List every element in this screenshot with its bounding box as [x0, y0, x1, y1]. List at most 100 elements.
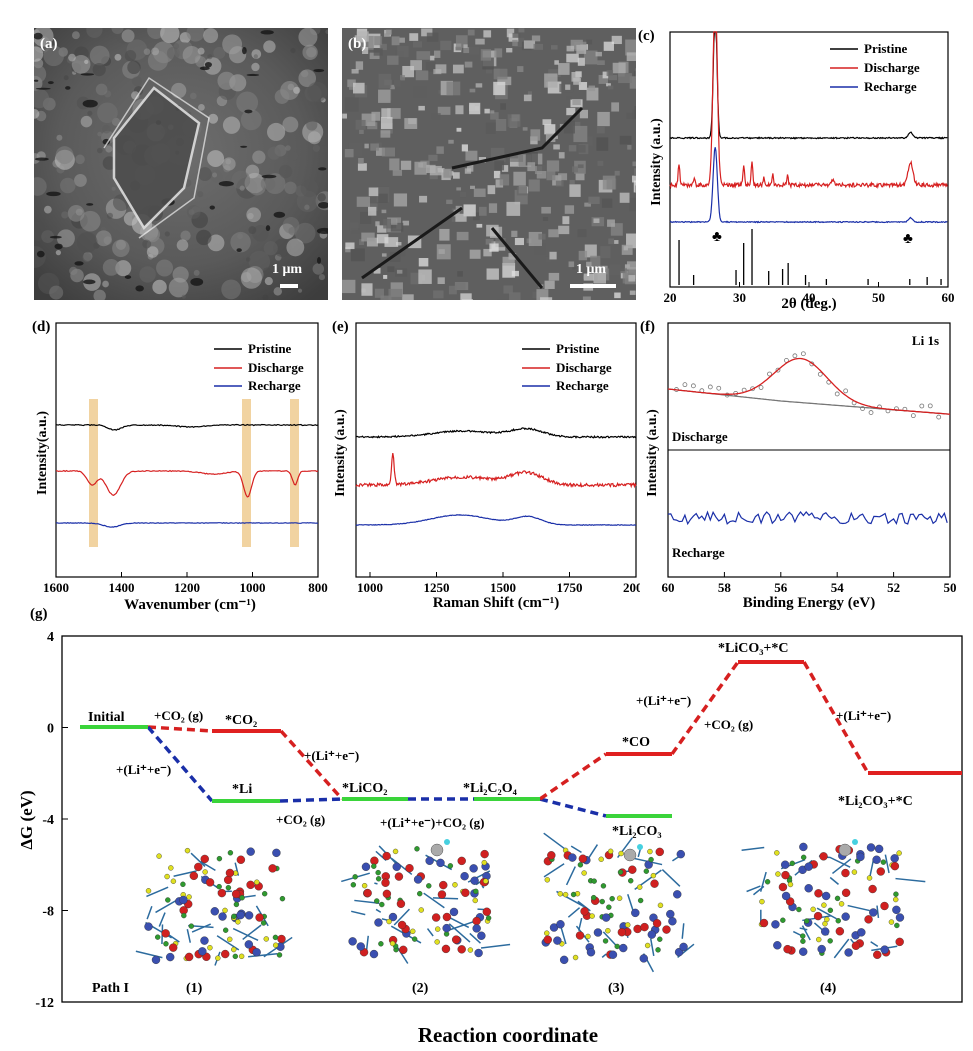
structure-label-3: (3) — [608, 981, 625, 996]
step-s6: +(Li⁺+e⁻) — [636, 693, 691, 708]
scalebar-label-b: 1 μm — [576, 262, 607, 277]
step-s7: +CO₂ (g) — [704, 717, 753, 732]
legend-d-recharge: Recharge — [248, 378, 301, 393]
label-lico2: *LiCO₂ — [342, 781, 387, 796]
legend-e-discharge: Discharge — [556, 360, 612, 375]
legend-c: Pristine Discharge Recharge — [830, 41, 920, 94]
reference-lines-c — [678, 229, 942, 285]
structure-label-2: (2) — [412, 981, 429, 996]
structure-labels-g: Path I (1) (2) (3) (4) — [92, 981, 837, 996]
series-e-recharge — [355, 514, 637, 526]
crystal-structures-g — [135, 832, 926, 973]
xticks-e: 1000 1250 1500 1750 2000 — [357, 572, 640, 595]
sem-texture-b — [342, 28, 636, 300]
label-li2co3c: *Li₂CO₃+*C — [838, 794, 913, 809]
svg-text:2000: 2000 — [623, 580, 640, 595]
sem-texture-a — [34, 28, 328, 300]
legend-d-pristine: Pristine — [248, 341, 292, 356]
svg-text:0: 0 — [47, 722, 54, 737]
svg-text:54: 54 — [831, 580, 845, 595]
svg-text:-8: -8 — [42, 905, 54, 920]
series-f-recharge — [667, 510, 948, 526]
svg-text:50: 50 — [872, 290, 885, 305]
connectors-g — [146, 660, 870, 818]
series-e-discharge — [355, 453, 637, 489]
chart-c-xrd: (c) Intensity (a.u.) 20 30 40 50 60 2θ (deg.… — [638, 28, 955, 312]
series-d-pristine — [55, 423, 319, 431]
ylabel-f: Intensity (a.u.) — [645, 409, 660, 497]
svg-text:1400: 1400 — [109, 580, 135, 595]
xlabel-d: Wavenumber (cm⁻¹) — [124, 597, 256, 613]
ylabel-c: Intensity (a.u.) — [649, 118, 664, 206]
series-d-discharge — [55, 469, 319, 498]
legend-c-recharge: Recharge — [864, 79, 917, 94]
sem-image-b: (b) 1 μm — [342, 28, 636, 300]
svg-text:1000: 1000 — [240, 580, 266, 595]
step-labels-g: +CO₂ (g) +(Li⁺+e⁻) +(Li⁺+e⁻) +CO₂ (g) +(… — [116, 693, 891, 830]
series-e-pristine — [355, 427, 637, 439]
xlabel-g: Reaction coordinate — [418, 1023, 598, 1047]
legend-c-pristine: Pristine — [864, 41, 908, 56]
scalebar-b — [570, 284, 616, 288]
svg-text:800: 800 — [308, 580, 328, 595]
title-f: Li 1s — [912, 333, 939, 348]
legend-c-discharge: Discharge — [864, 60, 920, 75]
series-d-recharge — [55, 522, 319, 528]
chart-g-energy: (g) ΔG (eV) 4 0 -4 -8 -12 Reaction coordinat… — [17, 606, 963, 1047]
xticks-d: 1600 1400 1200 1000 800 — [43, 572, 328, 595]
xticks-f: 60 58 56 54 52 50 — [662, 572, 957, 595]
svg-text:52: 52 — [887, 580, 900, 595]
svg-text:1500: 1500 — [490, 580, 516, 595]
panel-label-d: (d) — [32, 319, 50, 335]
label-co: *CO — [622, 735, 650, 750]
step-s2: +(Li⁺+e⁻) — [116, 762, 171, 777]
panel-label-f: (f) — [640, 319, 655, 335]
label-co2: *CO₂ — [225, 713, 257, 728]
label-f-discharge: Discharge — [672, 429, 728, 444]
svg-text:1200: 1200 — [174, 580, 200, 595]
svg-text:30: 30 — [733, 290, 746, 305]
structure-label-1: (1) — [186, 981, 203, 996]
marker-c-2: ♣ — [903, 231, 913, 247]
legend-e-recharge: Recharge — [556, 378, 609, 393]
state-labels-g: Initial *CO₂ *Li *LiCO₂ *Li₂C₂O₄ *Li₂CO₃… — [88, 641, 913, 839]
panel-label-g: (g) — [30, 606, 48, 622]
legend-d-discharge: Discharge — [248, 360, 304, 375]
chart-d-ftir: (d) Intensity(a.u.) 1600 1400 1200 1000 800 … — [32, 319, 328, 613]
highlight-band-d-2 — [242, 399, 251, 547]
step-s4: +CO₂ (g) — [276, 812, 325, 827]
data-points-f — [674, 351, 942, 420]
scalebar-a — [280, 284, 298, 288]
svg-text:4: 4 — [47, 630, 54, 645]
path-label: Path I — [92, 981, 129, 996]
svg-text:20: 20 — [664, 290, 677, 305]
panel-label-c: (c) — [638, 28, 655, 44]
ylabel-d: Intensity(a.u.) — [35, 411, 50, 495]
chart-e-raman: (e) Intensity (a.u.) 1000 1250 1500 1750 200… — [332, 319, 640, 611]
panel-label-b: (b) — [348, 36, 367, 52]
ylabel-g: ΔG (eV) — [17, 790, 36, 849]
legend-e-pristine: Pristine — [556, 341, 600, 356]
legend-d: Pristine Discharge Recharge — [214, 341, 304, 393]
svg-text:50: 50 — [944, 580, 957, 595]
label-lico3c: *LiCO₃+*C — [718, 641, 789, 656]
svg-text:56: 56 — [774, 580, 788, 595]
svg-text:60: 60 — [942, 290, 955, 305]
step-s3: +(Li⁺+e⁻) — [304, 748, 359, 763]
svg-text:58: 58 — [718, 580, 732, 595]
scalebar-label-a: 1 μm — [272, 262, 303, 277]
svg-text:1250: 1250 — [424, 580, 450, 595]
xticks-c: 20 30 40 50 60 — [664, 282, 955, 305]
svg-text:40: 40 — [803, 290, 816, 305]
plot-frame-e — [355, 322, 637, 578]
sem-image-a: (a) 1 μm — [34, 28, 328, 300]
svg-text:60: 60 — [662, 580, 675, 595]
label-li2c2o4: *Li₂C₂O₄ — [463, 781, 518, 796]
yticks-g: 4 0 -4 -8 -12 — [35, 630, 68, 1011]
xlabel-f: Binding Energy (eV) — [743, 595, 876, 611]
step-s5: +(Li⁺+e⁻)+CO₂ (g) — [380, 815, 484, 830]
ylabel-e: Intensity (a.u.) — [333, 409, 348, 497]
svg-text:1000: 1000 — [357, 580, 383, 595]
svg-text:1600: 1600 — [43, 580, 69, 595]
structure-label-4: (4) — [820, 981, 837, 996]
